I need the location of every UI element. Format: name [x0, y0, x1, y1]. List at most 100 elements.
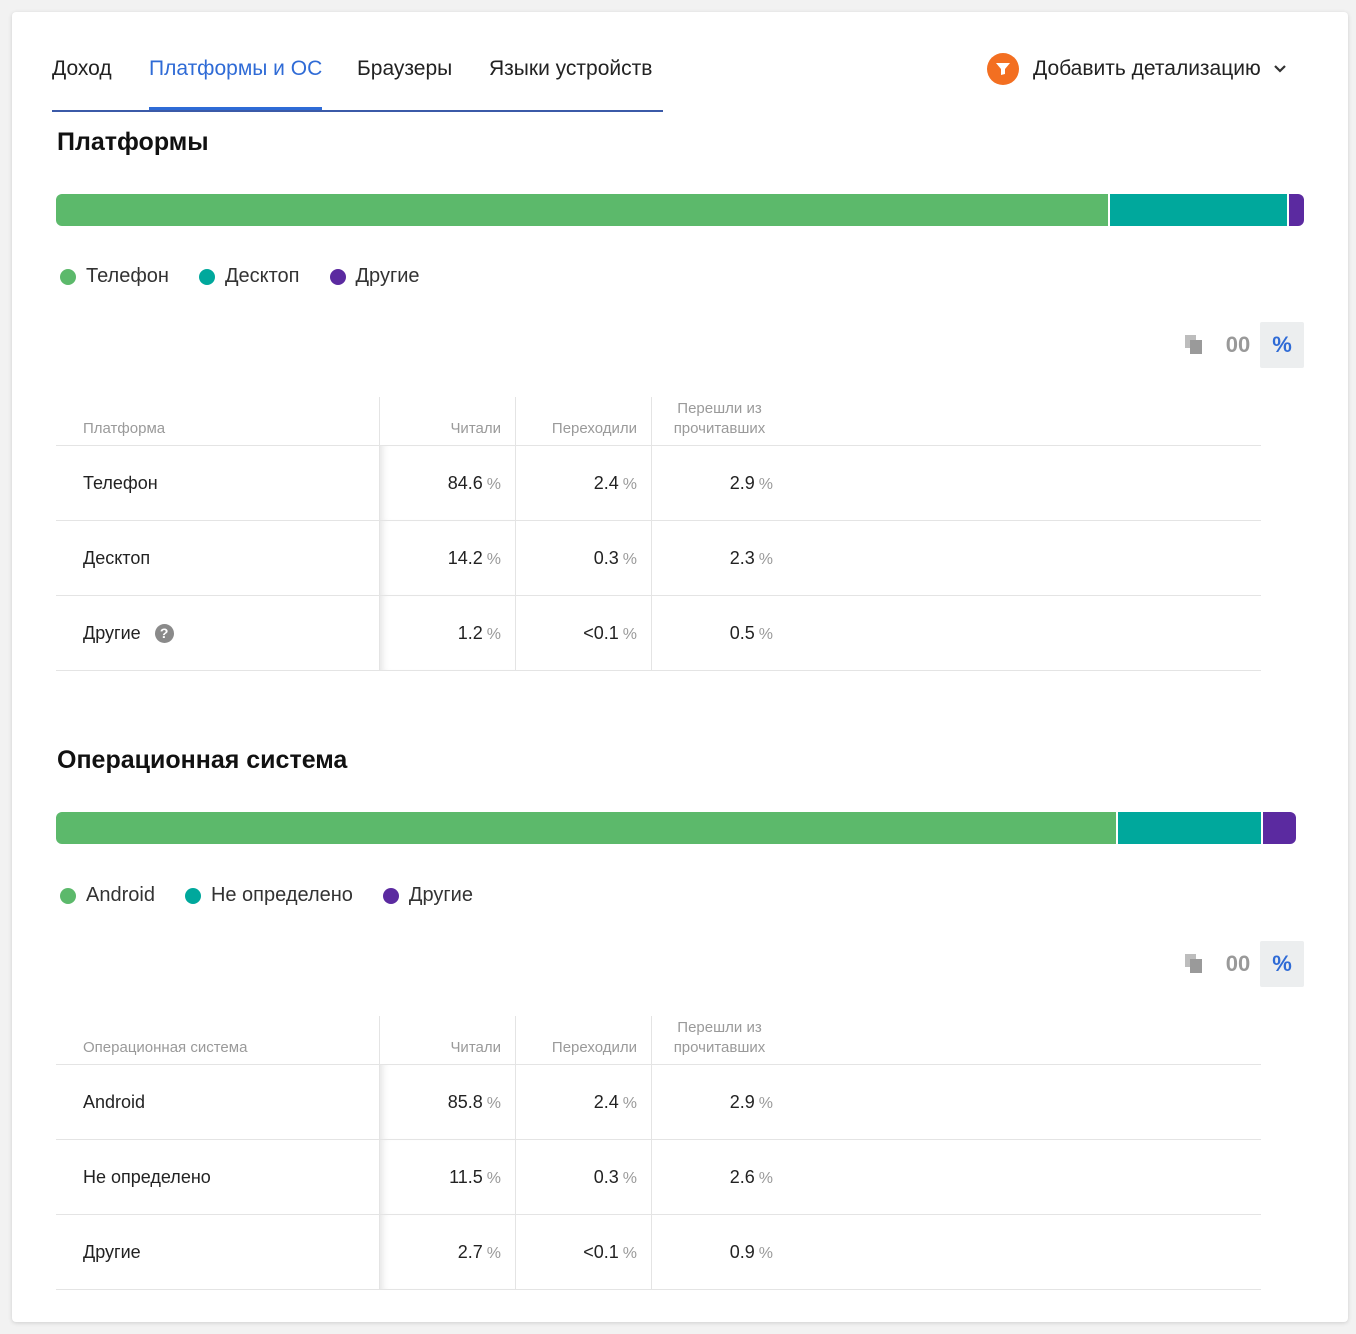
- row-filler: [787, 1139, 1261, 1215]
- cell-clicked: <0.1%: [515, 595, 652, 671]
- cell-from-read: 0.5%: [651, 595, 787, 671]
- table-row: Другие? 1.2% <0.1% 0.5%: [56, 595, 1261, 671]
- table-row: Другие 2.7% <0.1% 0.9%: [56, 1214, 1261, 1290]
- cell-value: 0.3: [593, 547, 619, 568]
- table-row: Не определено 11.5% 0.3% 2.6%: [56, 1139, 1261, 1215]
- row-filler: [787, 1214, 1261, 1290]
- absolute-values-toggle[interactable]: 00: [1225, 951, 1251, 976]
- legend-label: Десктоп: [224, 265, 300, 287]
- platforms-legend: Телефон Десктоп Другие: [60, 265, 450, 288]
- percent-sign: %: [486, 1094, 501, 1112]
- table-row: Телефон 84.6% 2.4% 2.9%: [56, 445, 1261, 521]
- add-detail-button[interactable]: Добавить детализацию: [987, 53, 1287, 85]
- percent-sign: %: [622, 550, 637, 568]
- legend-item: Другие: [382, 884, 473, 907]
- os-share-other: [1260, 812, 1296, 844]
- legend-label: Другие: [355, 265, 420, 287]
- cell-read: 11.5%: [379, 1139, 516, 1215]
- cell-value: <0.1: [583, 1241, 619, 1262]
- copy-icon[interactable]: [1172, 941, 1216, 987]
- legend-item: Android: [60, 884, 155, 907]
- legend-label: Не определено: [210, 884, 353, 906]
- percent-values-toggle[interactable]: %: [1260, 941, 1304, 987]
- tab-device-languages[interactable]: Языки устройств: [489, 57, 653, 80]
- legend-item: Другие: [329, 265, 420, 288]
- percent-sign: %: [622, 475, 637, 493]
- row-filler: [787, 520, 1261, 596]
- platforms-view-toggles: 00 %: [1172, 322, 1304, 368]
- legend-item: Телефон: [60, 265, 169, 288]
- percent-sign: %: [758, 1244, 773, 1262]
- table-row: Android 85.8% 2.4% 2.9%: [56, 1064, 1261, 1140]
- os-share-android: [56, 812, 1117, 844]
- legend-dot-teal: [198, 268, 215, 285]
- cell-value: 2.9: [729, 472, 755, 493]
- os-share-bar: [56, 812, 1296, 844]
- cell-value: 0.3: [593, 1166, 619, 1187]
- row-name: Телефон: [56, 445, 380, 521]
- cell-value: 84.6: [447, 472, 483, 493]
- os-legend: Android Не определено Другие: [60, 884, 503, 907]
- percent-sign: %: [622, 1094, 637, 1112]
- row-filler: [787, 445, 1261, 521]
- percent-values-toggle[interactable]: %: [1260, 322, 1304, 368]
- absolute-values-toggle[interactable]: 00: [1225, 332, 1251, 357]
- table-filler: [787, 397, 1261, 446]
- col-read: Читали: [379, 1016, 516, 1065]
- col-clicked-from-read-line1: Перешли из: [677, 1019, 762, 1036]
- col-clicked-from-read-line1: Перешли из: [677, 400, 762, 417]
- percent-sign: %: [486, 625, 501, 643]
- os-share-undefined: [1116, 812, 1261, 844]
- col-clicked: Переходили: [515, 397, 652, 446]
- table-row: Десктоп 14.2% 0.3% 2.3%: [56, 520, 1261, 596]
- cell-clicked: 0.3%: [515, 1139, 652, 1215]
- row-filler: [787, 595, 1261, 671]
- row-name: Не определено: [56, 1139, 380, 1215]
- percent-sign: %: [486, 550, 501, 568]
- legend-item: Не определено: [184, 884, 353, 907]
- percent-sign: %: [758, 1094, 773, 1112]
- platforms-share-bar: [56, 194, 1304, 226]
- cell-value: 85.8: [447, 1091, 483, 1112]
- cell-from-read: 2.6%: [651, 1139, 787, 1215]
- percent-sign: %: [486, 475, 501, 493]
- col-platform: Платформа: [56, 397, 380, 446]
- platforms-share-phone: [56, 194, 1109, 226]
- cell-value: 0.5: [729, 622, 755, 643]
- percent-sign: %: [758, 1169, 773, 1187]
- cell-value: 2.3: [729, 547, 755, 568]
- copy-icon[interactable]: [1172, 322, 1216, 368]
- tab-browsers[interactable]: Браузеры: [357, 57, 453, 80]
- tab-platforms-os[interactable]: Платформы и ОС: [149, 56, 323, 110]
- row-name-label: Другие: [83, 622, 141, 643]
- help-icon[interactable]: ?: [154, 624, 174, 644]
- tab-bar: Доход Платформы и ОС Браузеры Языки устр…: [52, 56, 663, 112]
- cell-value: 2.4: [593, 1091, 619, 1112]
- cell-clicked: 2.4%: [515, 1064, 652, 1140]
- cell-from-read: 2.9%: [651, 445, 787, 521]
- cell-from-read: 2.9%: [651, 1064, 787, 1140]
- row-filler: [787, 1064, 1261, 1140]
- tab-income[interactable]: Доход: [52, 57, 112, 80]
- legend-dot-purple: [382, 887, 399, 904]
- os-table: Операционная система Читали Переходили П…: [56, 1016, 1261, 1290]
- cell-read: 2.7%: [379, 1214, 516, 1290]
- cell-value: 2.7: [457, 1241, 483, 1262]
- legend-label: Android: [86, 884, 155, 906]
- chevron-down-icon: [1273, 65, 1286, 73]
- percent-sign: %: [622, 625, 637, 643]
- cell-read: 1.2%: [379, 595, 516, 671]
- percent-sign: %: [758, 625, 773, 643]
- table-header-row: Платформа Читали Переходили Перешли из пр…: [56, 397, 1261, 446]
- col-clicked-from-read-line2: прочитавших: [673, 420, 766, 437]
- legend-item: Десктоп: [198, 265, 300, 288]
- row-name: Android: [56, 1064, 380, 1140]
- cell-from-read: 2.3%: [651, 520, 787, 596]
- percent-sign: %: [758, 475, 773, 493]
- percent-sign: %: [486, 1169, 501, 1187]
- cell-read: 84.6%: [379, 445, 516, 521]
- col-clicked-from-read: Перешли из прочитавших: [651, 1016, 787, 1065]
- cell-value: 2.9: [729, 1091, 755, 1112]
- cell-clicked: 0.3%: [515, 520, 652, 596]
- cell-read: 85.8%: [379, 1064, 516, 1140]
